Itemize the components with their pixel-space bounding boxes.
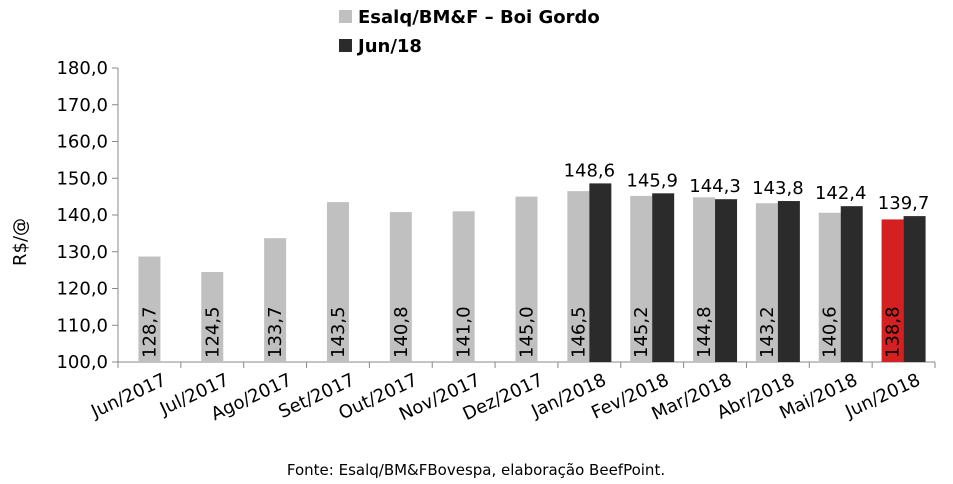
bar-label-series2: 145,9 <box>626 170 678 191</box>
bar-series2-fev-2018 <box>652 193 675 362</box>
bar-series2-jun-2018 <box>903 216 926 362</box>
bar-series1-ago-2017 <box>264 238 287 362</box>
bar-label-series1: 141,0 <box>454 306 475 358</box>
bar-series2-mai-2018 <box>840 206 863 362</box>
bar-label-series1: 145,2 <box>631 306 652 358</box>
y-axis-label: R$/@ <box>10 218 31 266</box>
y-tick-label: 130,0 <box>56 242 108 263</box>
bar-label-series1: 146,5 <box>568 306 589 358</box>
y-tick-label: 140,0 <box>56 205 108 226</box>
bar-label-series1: 140,6 <box>820 306 841 358</box>
bar-label-series1: 144,8 <box>694 306 715 358</box>
bar-series1-nov-2017 <box>452 211 475 362</box>
x-tick-label: Jun/2017 <box>87 369 169 422</box>
bar-label-series2: 139,7 <box>878 193 930 214</box>
bar-series1-fev-2018 <box>630 195 653 362</box>
bar-series1-jul-2017 <box>201 271 224 362</box>
bar-series1-out-2017 <box>389 212 412 362</box>
legend: Esalq/BM&F – Boi Gordo Jun/18 <box>339 7 600 57</box>
y-tick-label: 100,0 <box>56 352 108 373</box>
bar-label-series2: 142,4 <box>815 183 867 204</box>
y-tick-label: 110,0 <box>56 315 108 336</box>
bar-series2-mar-2018 <box>715 199 738 362</box>
data-labels: 128,7 124,5 133,7 143,5 140,8 141,0 145,0 146,5… <box>139 160 929 358</box>
y-tick-label: 180,0 <box>56 58 108 79</box>
bar-series1-dez-2017 <box>515 196 538 362</box>
legend-label-2: Jun/18 <box>356 36 422 57</box>
y-tick-label: 150,0 <box>56 168 108 189</box>
y-tick-label: 160,0 <box>56 132 108 153</box>
y-axis: 100,0 110,0 120,0 130,0 140,0 150,0 160,0 170,0… <box>56 58 119 373</box>
bar-series1-set-2017 <box>326 202 349 362</box>
bar-label-series1: 124,5 <box>202 306 223 358</box>
bar-series1-jun-2017 <box>138 256 161 362</box>
legend-swatch-2 <box>339 39 352 52</box>
bars <box>138 183 926 362</box>
bar-label-series2: 148,6 <box>564 160 616 181</box>
bar-label-series1: 145,0 <box>517 306 538 358</box>
bar-series2-jan-2018 <box>589 183 612 362</box>
bar-series1-abr-2018 <box>755 203 778 362</box>
x-axis: Jun/2017Jul/2017Ago/2017Set/2017Out/2017… <box>87 361 936 425</box>
bar-label-series2: 144,3 <box>689 176 741 197</box>
y-tick-label: 170,0 <box>56 95 108 116</box>
source-note: Fonte: Esalq/BM&FBovespa, elaboração Bee… <box>287 461 665 479</box>
bar-label-series2: 143,8 <box>752 178 804 199</box>
bar-series1-jan-2018 <box>567 191 590 362</box>
legend-label-1: Esalq/BM&F – Boi Gordo <box>358 7 600 28</box>
bar-series1-mar-2018 <box>693 197 716 362</box>
bar-label-series1: 128,7 <box>139 306 160 358</box>
bar-label-series1: 143,2 <box>757 306 778 358</box>
bar-label-series1: 140,8 <box>391 306 412 358</box>
bar-series1-mai-2018 <box>818 212 841 362</box>
bar-label-series1: 143,5 <box>328 306 349 358</box>
y-tick-label: 120,0 <box>56 279 108 300</box>
bar-series2-abr-2018 <box>777 201 800 362</box>
legend-swatch-1 <box>339 10 352 23</box>
bar-label-series1: 133,7 <box>265 306 286 358</box>
bar-series1-jun-2018 <box>881 219 904 362</box>
bar-label-series1: 138,8 <box>883 306 904 358</box>
